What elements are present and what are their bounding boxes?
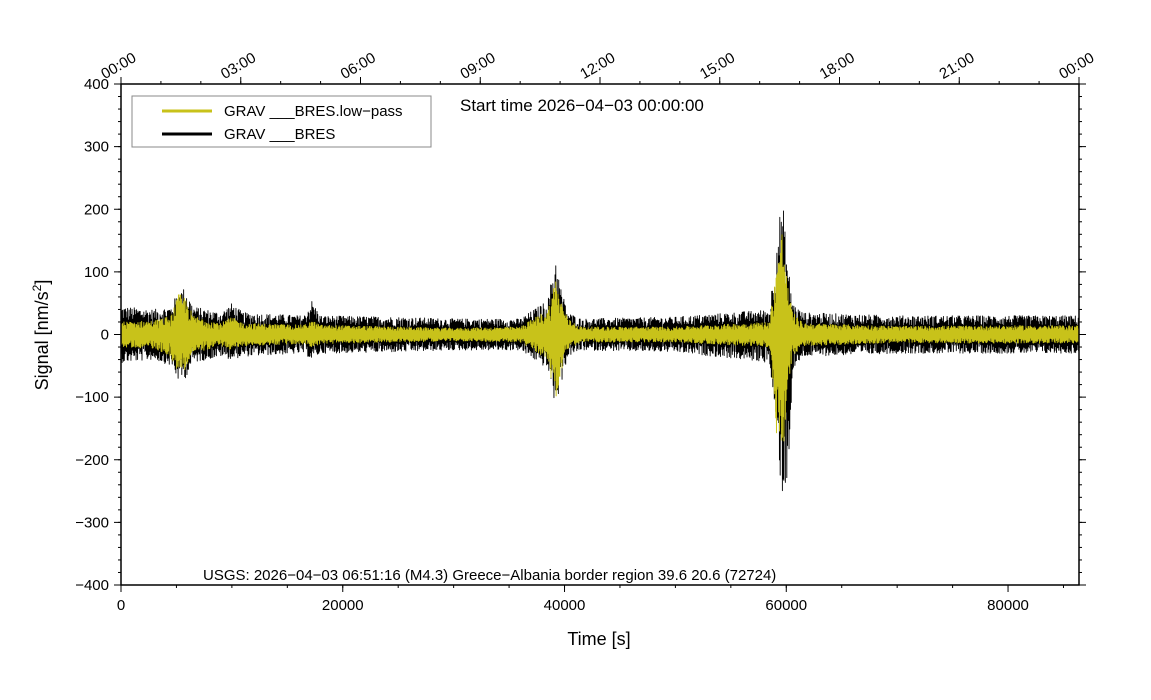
- y-tick-label: 100: [84, 264, 109, 281]
- series-layer: [120, 210, 1080, 492]
- y-tick-label: 300: [84, 139, 109, 156]
- y-tick-label: 200: [84, 201, 109, 218]
- x-tick-label: 0: [117, 597, 125, 614]
- top-tick-label: 18:00: [817, 49, 858, 82]
- top-tick-label: 15:00: [697, 49, 738, 82]
- y-tick-label: 0: [101, 327, 109, 344]
- y-tick-label: −100: [75, 389, 109, 406]
- series-line: [120, 210, 1080, 492]
- x-axis-title: Time [s]: [567, 629, 630, 649]
- x-tick-label: 20000: [322, 597, 364, 614]
- legend-box: [131, 95, 432, 148]
- x-tick-label: 40000: [544, 597, 586, 614]
- top-tick-label: 21:00: [936, 49, 977, 82]
- top-tick-label: 09:00: [457, 49, 498, 82]
- top-tick-label: 12:00: [577, 49, 618, 82]
- series-line: [120, 234, 1080, 442]
- top-tick-label: 03:00: [218, 49, 259, 82]
- top-tick-label: 00:00: [1056, 49, 1097, 82]
- y-tick-label: −400: [75, 577, 109, 594]
- top-tick-label: 00:00: [98, 49, 139, 82]
- x-tick-label: 60000: [765, 597, 807, 614]
- legend-label-raw: GRAV ___BRES: [224, 126, 335, 143]
- top-tick-label: 06:00: [338, 49, 379, 82]
- y-axis-title-suffix: ]: [32, 280, 52, 285]
- legend: GRAV ___BRES.low−pass GRAV ___BRES: [131, 95, 432, 148]
- plot-frame: [120, 83, 1080, 586]
- y-axis-title: Signal [nm/s2]: [30, 280, 52, 391]
- y-tick-label: 400: [84, 76, 109, 93]
- y-tick-label: −300: [75, 514, 109, 531]
- legend-label-lowpass: GRAV ___BRES.low−pass: [224, 103, 403, 120]
- event-footer: USGS: 2026−04−03 06:51:16 (M4.3) Greece−…: [203, 567, 776, 584]
- y-tick-label: −200: [75, 452, 109, 469]
- y-axis-title-main: Signal [nm/s: [32, 291, 52, 390]
- start-time-annotation: Start time 2026−04−03 00:00:00: [460, 96, 704, 115]
- x-tick-label: 80000: [987, 597, 1029, 614]
- y-axis-title-superscript: 2: [30, 284, 44, 291]
